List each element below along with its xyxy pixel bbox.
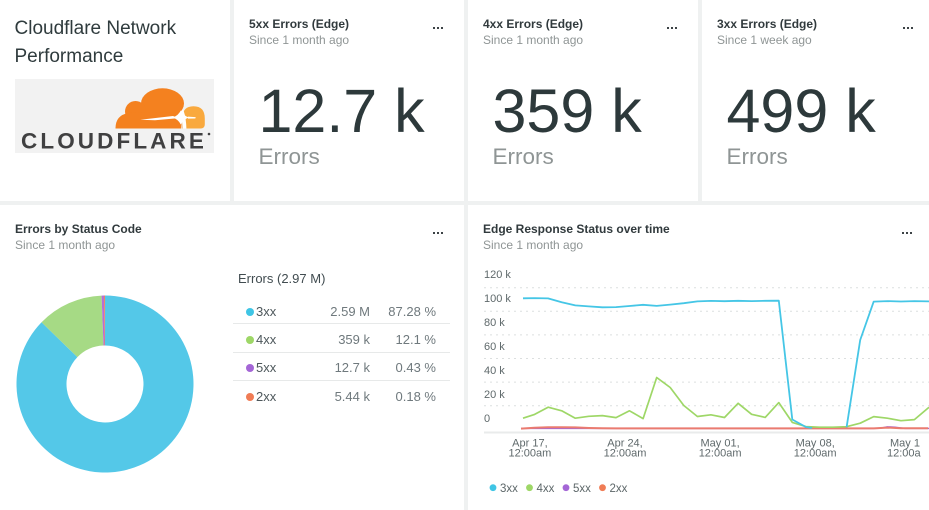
svg-text:Apr 17,: Apr 17,	[512, 438, 547, 450]
svg-text:4xx: 4xx	[537, 483, 555, 495]
svg-text:12:00a: 12:00a	[887, 448, 922, 460]
svg-text:12:00am: 12:00am	[699, 448, 742, 460]
svg-text:12:00am: 12:00am	[794, 448, 837, 460]
svg-text:20 k: 20 k	[484, 389, 505, 401]
svg-text:2xx: 2xx	[610, 483, 628, 495]
svg-text:40 k: 40 k	[484, 365, 505, 377]
svg-text:May 1: May 1	[890, 438, 920, 450]
svg-text:80 k: 80 k	[484, 317, 505, 329]
svg-text:May 08,: May 08,	[796, 438, 835, 450]
svg-text:5xx: 5xx	[573, 483, 591, 495]
svg-text:120 k: 120 k	[484, 269, 511, 281]
svg-text:CLOUDFLARE: CLOUDFLARE	[21, 129, 207, 153]
svg-text:12:00am: 12:00am	[604, 448, 647, 460]
svg-text:0: 0	[484, 413, 490, 425]
svg-text:Apr 24,: Apr 24,	[607, 438, 642, 450]
svg-text:100 k: 100 k	[484, 293, 511, 305]
svg-text:May 01,: May 01,	[701, 438, 740, 450]
svg-text:12:00am: 12:00am	[508, 448, 551, 460]
svg-text:3xx: 3xx	[500, 483, 518, 495]
svg-text:60 k: 60 k	[484, 341, 505, 353]
